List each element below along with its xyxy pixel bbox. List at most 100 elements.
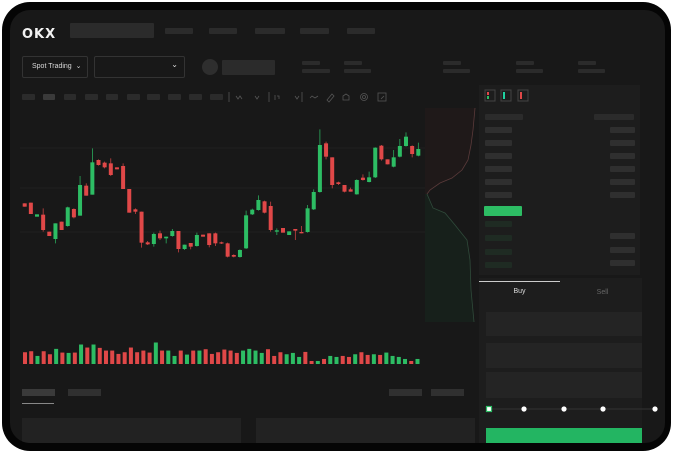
interval-button[interactable] — [127, 94, 140, 100]
nav-item[interactable] — [300, 28, 329, 34]
volume-bar — [141, 350, 146, 364]
volume-bar — [166, 350, 171, 364]
interval-button[interactable] — [210, 94, 223, 100]
interval-button[interactable] — [168, 94, 181, 100]
order-book-price[interactable] — [485, 166, 512, 172]
candle — [268, 206, 273, 230]
volume-bar — [41, 351, 46, 364]
volume-bar — [60, 352, 65, 364]
volume-bar — [72, 352, 77, 364]
candle — [133, 209, 138, 212]
volume-bar — [278, 352, 283, 364]
volume-bar — [371, 354, 376, 364]
chevron-down-icon: ⌄ — [171, 60, 178, 69]
interval-button[interactable] — [189, 94, 202, 100]
interval-button[interactable] — [106, 94, 118, 100]
volume-bar — [259, 352, 264, 364]
candle — [35, 214, 39, 217]
candle — [182, 244, 187, 249]
stat-value — [578, 69, 605, 73]
volume-bar — [265, 349, 270, 364]
candle — [244, 215, 249, 249]
spot-trading-dropdown[interactable]: Spot Trading ⌄ — [22, 56, 88, 78]
bottom-panel — [22, 418, 241, 443]
amount-input[interactable] — [486, 343, 642, 368]
stat-label — [344, 61, 362, 65]
pair-dropdown[interactable]: ⌄ — [94, 56, 185, 78]
buy-tab-underline — [479, 281, 560, 282]
order-book-price[interactable] — [485, 221, 512, 227]
nav-item[interactable] — [165, 28, 193, 34]
candle — [145, 242, 150, 245]
volume-bar — [403, 358, 408, 364]
candle — [410, 146, 415, 154]
nav-item[interactable] — [209, 28, 237, 34]
buy-button[interactable] — [486, 428, 642, 443]
candle — [330, 157, 335, 185]
header-search[interactable] — [70, 23, 154, 38]
bottom-action[interactable] — [431, 389, 464, 396]
candle — [336, 182, 341, 184]
okx-logo[interactable]: OKX — [22, 25, 66, 41]
candle — [127, 189, 132, 213]
candle — [59, 221, 64, 230]
interval-button[interactable] — [43, 94, 55, 100]
bottom-panel — [256, 418, 475, 443]
total-input[interactable] — [486, 372, 642, 398]
volume-bar — [253, 350, 258, 364]
order-book-price[interactable] — [485, 262, 512, 268]
order-book-price[interactable] — [485, 140, 512, 146]
volume-bar — [79, 344, 84, 364]
candle — [139, 211, 144, 243]
volume-bar — [66, 352, 71, 364]
order-book-price[interactable] — [485, 235, 512, 241]
stat-value — [516, 69, 543, 73]
order-book-price[interactable] — [485, 249, 512, 255]
interval-button[interactable] — [64, 94, 76, 100]
stat-value — [344, 69, 371, 73]
candle — [317, 145, 322, 192]
order-book-view-icons — [484, 89, 529, 102]
volume-bar — [228, 350, 233, 364]
stat-value — [443, 69, 470, 73]
chevron-down-icon: ⌄ — [75, 63, 82, 70]
order-book-price[interactable] — [485, 127, 512, 133]
volume-bar — [35, 355, 40, 364]
bottom-tab-active[interactable] — [22, 389, 55, 396]
interval-button[interactable] — [22, 94, 35, 100]
candle — [176, 231, 181, 249]
volume-bar — [234, 352, 239, 364]
order-book-price[interactable] — [485, 179, 512, 185]
candle — [71, 209, 76, 218]
tab-sell[interactable]: Sell — [596, 289, 609, 296]
order-book-price[interactable] — [485, 192, 512, 198]
volume-bar — [396, 356, 401, 364]
volume-bar — [197, 350, 202, 364]
price-input[interactable] — [486, 312, 642, 336]
interval-button[interactable] — [147, 94, 160, 100]
order-book-asks-icon[interactable] — [517, 89, 529, 102]
volume-bar — [91, 344, 96, 364]
candle — [231, 255, 236, 257]
order-book-amount — [610, 192, 635, 198]
volume-bar — [54, 348, 59, 364]
tab-buy[interactable]: Buy — [513, 288, 526, 295]
order-book-amount — [610, 166, 635, 172]
volume-bar — [147, 352, 152, 364]
order-book-both-icon[interactable] — [484, 89, 496, 102]
volume-bar — [390, 355, 395, 364]
volume-bar — [135, 352, 140, 364]
bottom-action[interactable] — [389, 389, 422, 396]
order-book-price[interactable] — [485, 153, 512, 159]
candle — [151, 234, 156, 244]
col-header — [594, 114, 634, 120]
candle — [342, 185, 347, 192]
nav-item[interactable] — [347, 28, 375, 34]
volume-bar — [191, 350, 196, 364]
interval-button[interactable] — [85, 94, 98, 100]
volume-bar — [315, 360, 320, 364]
candlestick-chart[interactable] — [10, 10, 665, 443]
nav-item[interactable] — [255, 28, 285, 34]
order-book-bids-icon[interactable] — [500, 89, 512, 102]
bottom-tab[interactable] — [68, 389, 101, 396]
